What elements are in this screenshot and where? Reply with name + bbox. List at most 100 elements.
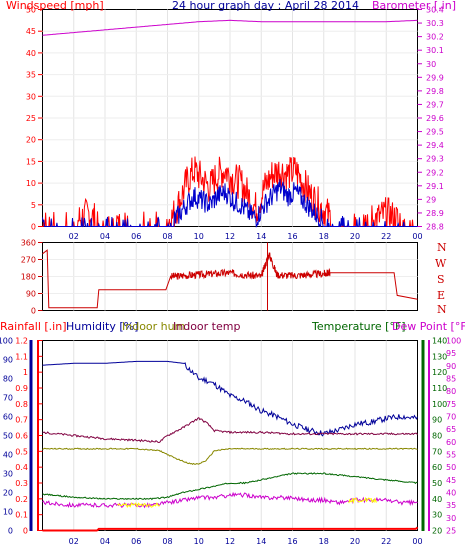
humidity-tick-label: 90 bbox=[3, 356, 13, 365]
dewpoint-tick-label: 80 bbox=[446, 387, 456, 396]
barometer-tick-label: 29.4 bbox=[426, 141, 444, 150]
direction-tick-label: 360 bbox=[21, 239, 36, 248]
barometer-axis-title: Barometer [.in] bbox=[372, 0, 456, 12]
temperature-tick-label: 90 bbox=[432, 416, 442, 425]
hour-tick-label: 14 bbox=[256, 537, 266, 546]
dewpoint-tick-label: 50 bbox=[446, 463, 456, 472]
windspeed-tick-label: 35 bbox=[26, 71, 36, 80]
direction-tick-label: 270 bbox=[21, 256, 36, 265]
hour-tick-label: 00 bbox=[412, 232, 422, 241]
hour-tick-label: 00 bbox=[412, 537, 422, 546]
hour-tick-label: 02 bbox=[69, 537, 79, 546]
humidity-tick-label: 40 bbox=[3, 451, 13, 460]
barometer-tick-label: 29.2 bbox=[426, 168, 444, 177]
temperature-tick-label: 70 bbox=[432, 447, 442, 456]
windspeed-tick-label: 25 bbox=[26, 114, 36, 123]
barometer-tick-label: 29.5 bbox=[426, 128, 444, 137]
barometer-tick-label: 29.6 bbox=[426, 114, 444, 123]
dewpoint-tick-label: 30 bbox=[446, 514, 456, 523]
direction-tick-label: 180 bbox=[21, 273, 36, 282]
hour-tick-label: 04 bbox=[100, 232, 110, 241]
humidity-tick-label: 80 bbox=[3, 375, 13, 384]
humidity-tick-label: 60 bbox=[3, 413, 13, 422]
direction-letter-e: E bbox=[437, 289, 445, 302]
temperature-tick-label: 100 bbox=[432, 400, 447, 409]
rainfall-tick-label: 0.9 bbox=[15, 384, 28, 393]
dewpoint-highlight-line bbox=[117, 502, 160, 508]
dewpoint-tick-label: 60 bbox=[446, 438, 456, 447]
barometer-tick-label: 29.9 bbox=[426, 73, 444, 82]
hour-tick-label: 12 bbox=[225, 537, 235, 546]
rainfall-tick-label: 0.4 bbox=[15, 463, 28, 472]
rain-line bbox=[42, 526, 419, 532]
windspeed-tick-label: 0 bbox=[31, 223, 36, 232]
hour-tick-label: 22 bbox=[381, 537, 391, 546]
dewpoint-tick-label: 55 bbox=[446, 451, 456, 460]
barometer-tick-label: 28.9 bbox=[426, 209, 444, 218]
hour-tick-label: 16 bbox=[287, 232, 297, 241]
rainfall-tick-label: 0.5 bbox=[15, 447, 28, 456]
temperature-tick-label: 120 bbox=[432, 368, 447, 377]
temperature-tick-label: 80 bbox=[432, 432, 442, 441]
indoor-hum-title: Indoor hum bbox=[122, 320, 185, 333]
rainfall-tick-label: 0.3 bbox=[15, 479, 28, 488]
barometer-tick-label: 29.7 bbox=[426, 100, 444, 109]
windspeed-tick-label: 30 bbox=[26, 92, 36, 101]
barometer-tick-label: 30.1 bbox=[426, 46, 444, 55]
temperature-tick-label: 110 bbox=[432, 384, 447, 393]
rainfall-axis-title: Rainfall [.in] bbox=[0, 320, 67, 333]
indoor_temp-line bbox=[42, 417, 418, 444]
direction-letter-w: W bbox=[435, 257, 447, 270]
humidity-tick-label: 30 bbox=[3, 470, 13, 479]
humidity-tick-label: 10 bbox=[3, 508, 13, 517]
barometer-tick-label: 29.3 bbox=[426, 155, 444, 164]
rainfall-tick-label: 1 bbox=[23, 368, 28, 377]
hour-tick-label: 20 bbox=[350, 232, 360, 241]
humidity-line bbox=[42, 360, 418, 437]
rainfall-tick-label: 0.2 bbox=[15, 495, 28, 504]
windspeed-tick-label: 15 bbox=[26, 157, 36, 166]
barometer-tick-label: 30.4 bbox=[426, 6, 444, 15]
dewpoint-tick-label: 70 bbox=[446, 413, 456, 422]
temperature-tick-label: 50 bbox=[432, 479, 442, 488]
humidity-tick-label: 0 bbox=[8, 527, 13, 536]
windspeed-tick-label: 45 bbox=[26, 27, 36, 36]
hour-tick-label: 02 bbox=[69, 232, 79, 241]
rainfall-tick-label: 0 bbox=[23, 527, 28, 536]
chart-title: 24 hour graph day : April 28 2014 bbox=[172, 0, 359, 12]
temperature-tick-label: 140 bbox=[432, 337, 447, 346]
dewpoint-tick-label: 75 bbox=[446, 400, 456, 409]
dewpoint-line bbox=[42, 491, 418, 509]
temperature-axis-title: Temperature [°F] bbox=[311, 320, 406, 333]
direction-letter-n-bottom: N bbox=[437, 303, 447, 316]
hour-tick-label: 16 bbox=[287, 537, 297, 546]
hour-tick-label: 18 bbox=[319, 232, 329, 241]
barometer-tick-label: 30.2 bbox=[426, 33, 444, 42]
dewpoint-tick-label: 25 bbox=[446, 527, 456, 536]
rainfall-tick-label: 0.6 bbox=[15, 432, 28, 441]
hour-tick-label: 06 bbox=[131, 537, 141, 546]
direction-tick-label: 90 bbox=[26, 290, 36, 299]
hour-tick-label: 14 bbox=[256, 232, 266, 241]
dewpoint-highlight-line bbox=[348, 496, 377, 504]
dewpoint-tick-label: 35 bbox=[446, 501, 456, 510]
indoor_hum-line bbox=[42, 447, 418, 465]
rainfall-tick-label: 0.1 bbox=[15, 511, 28, 520]
hour-tick-label: 20 bbox=[350, 537, 360, 546]
temperature-tick-label: 130 bbox=[432, 352, 447, 361]
barometer-tick-label: 28.8 bbox=[426, 223, 444, 232]
humidity-tick-label: 100 bbox=[0, 337, 13, 346]
hour-tick-label: 08 bbox=[162, 232, 172, 241]
temperature-tick-label: 60 bbox=[432, 463, 442, 472]
dewpoint-tick-label: 45 bbox=[446, 476, 456, 485]
windspeed-tick-label: 50 bbox=[26, 6, 36, 15]
temperature-line bbox=[42, 472, 418, 501]
hour-tick-label: 04 bbox=[100, 537, 110, 546]
barometer-tick-label: 29 bbox=[426, 195, 436, 204]
indoor-temp-title: Indoor temp bbox=[173, 320, 240, 333]
rainfall-tick-label: 1.1 bbox=[15, 352, 28, 361]
dewpoint-axis-title: Dew Point [°F] bbox=[392, 320, 465, 333]
humidity-tick-label: 50 bbox=[3, 432, 13, 441]
barometer-line bbox=[42, 19, 418, 36]
barometer-tick-label: 30 bbox=[426, 60, 436, 69]
